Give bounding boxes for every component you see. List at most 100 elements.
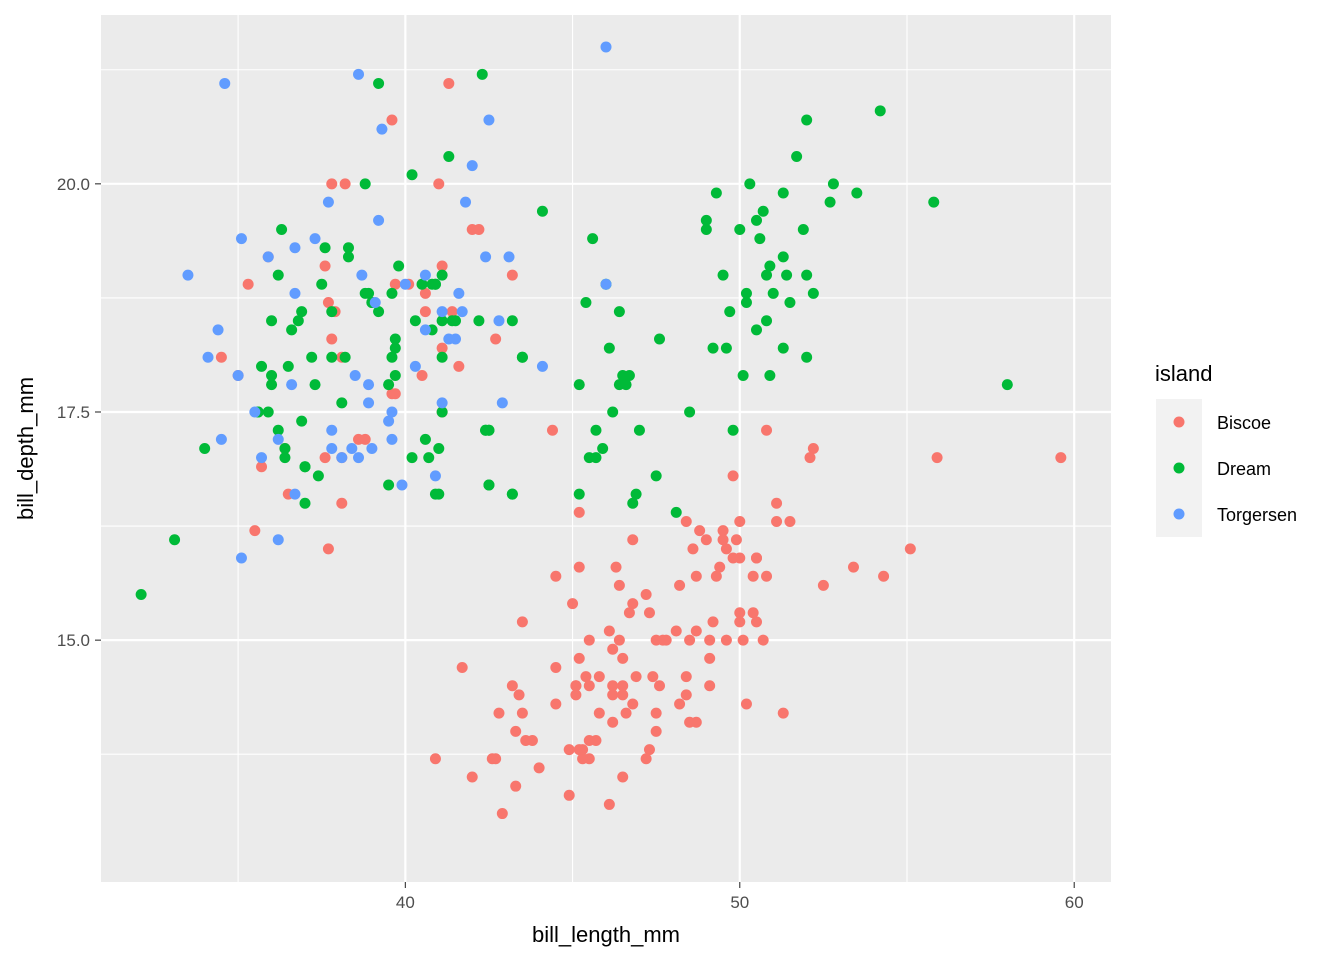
- point-biscoe: [734, 616, 746, 628]
- point-dream: [406, 452, 418, 464]
- point-biscoe: [607, 716, 619, 728]
- point-dream: [393, 260, 405, 272]
- point-biscoe: [777, 707, 789, 719]
- point-torgersen: [363, 379, 375, 391]
- point-biscoe: [878, 570, 890, 582]
- point-biscoe: [546, 424, 558, 436]
- point-dream: [286, 324, 298, 336]
- point-biscoe: [817, 579, 829, 591]
- point-biscoe: [704, 634, 716, 646]
- point-biscoe: [336, 497, 348, 509]
- point-dream: [801, 269, 813, 281]
- legend-marker-dream: [1173, 462, 1185, 474]
- point-dream: [342, 251, 354, 263]
- point-dream: [928, 196, 940, 208]
- point-torgersen: [453, 287, 465, 299]
- point-dream: [299, 461, 311, 473]
- point-biscoe: [687, 543, 699, 555]
- point-biscoe: [690, 625, 702, 637]
- series-dream: [135, 68, 1013, 601]
- point-dream: [135, 589, 147, 601]
- point-dream: [757, 205, 769, 217]
- point-biscoe: [516, 707, 528, 719]
- point-dream: [597, 443, 609, 454]
- legend-label-torgersen: Torgersen: [1217, 505, 1297, 525]
- point-dream: [824, 196, 836, 208]
- point-biscoe: [359, 433, 371, 445]
- point-biscoe: [650, 707, 662, 719]
- point-dream: [266, 379, 278, 391]
- point-dream: [801, 114, 813, 126]
- point-biscoe: [573, 744, 585, 756]
- point-dream: [797, 223, 809, 235]
- point-biscoe: [617, 689, 629, 701]
- point-dream: [266, 315, 278, 327]
- major-gridlines: [101, 15, 1111, 882]
- point-biscoe: [807, 443, 819, 454]
- point-dream: [336, 397, 348, 409]
- point-dream: [256, 360, 268, 372]
- point-dream: [764, 369, 776, 381]
- point-dream: [473, 315, 485, 327]
- point-biscoe: [647, 671, 659, 683]
- point-dream: [272, 424, 284, 436]
- point-torgersen: [399, 278, 411, 290]
- point-biscoe: [804, 452, 816, 464]
- point-biscoe: [436, 260, 448, 272]
- point-biscoe: [727, 470, 739, 482]
- point-dream: [312, 470, 324, 482]
- data-points: [135, 41, 1067, 820]
- point-dream: [777, 342, 789, 354]
- point-torgersen: [419, 324, 431, 336]
- legend-title: island: [1155, 361, 1212, 386]
- point-dream: [717, 269, 729, 281]
- point-dream: [339, 351, 351, 363]
- point-dream: [516, 351, 528, 363]
- point-dream: [279, 452, 291, 464]
- point-biscoe: [684, 716, 696, 728]
- point-biscoe: [904, 543, 916, 555]
- point-biscoe: [617, 680, 629, 692]
- point-dream: [409, 315, 421, 327]
- y-tick-label: 15.0: [57, 631, 90, 650]
- point-dream: [727, 424, 739, 436]
- point-dream: [506, 488, 518, 500]
- point-torgersen: [326, 443, 338, 454]
- point-dream: [326, 306, 338, 318]
- point-biscoe: [456, 662, 468, 674]
- point-dream: [389, 369, 401, 381]
- point-torgersen: [366, 443, 378, 454]
- point-biscoe: [326, 333, 338, 345]
- x-tick-label: 50: [730, 893, 749, 912]
- point-dream: [506, 315, 518, 327]
- point-dream: [316, 278, 328, 290]
- y-axis: 15.0 17.5 20.0: [57, 175, 101, 650]
- point-biscoe: [322, 296, 334, 308]
- point-torgersen: [256, 452, 268, 464]
- point-biscoe: [436, 342, 448, 354]
- series-biscoe: [215, 77, 1067, 820]
- point-dream: [744, 178, 756, 190]
- point-dream: [630, 488, 642, 500]
- point-biscoe: [319, 452, 331, 464]
- point-biscoe: [717, 525, 729, 537]
- point-dream: [292, 315, 304, 327]
- point-torgersen: [336, 452, 348, 464]
- point-biscoe: [326, 178, 338, 190]
- point-biscoe: [570, 680, 582, 692]
- point-biscoe: [607, 643, 619, 655]
- point-dream: [613, 379, 625, 391]
- point-biscoe: [643, 744, 655, 756]
- point-dream: [296, 306, 308, 318]
- point-biscoe: [650, 634, 662, 646]
- point-biscoe: [627, 534, 639, 546]
- point-biscoe: [249, 525, 261, 537]
- x-axis: 40 50 60: [396, 882, 1084, 912]
- point-biscoe: [654, 680, 666, 692]
- point-torgersen: [536, 360, 548, 372]
- legend: island Biscoe Dream Torgersen: [1155, 361, 1297, 537]
- point-dream: [262, 406, 274, 418]
- point-biscoe: [550, 698, 562, 710]
- point-dream: [767, 287, 779, 299]
- point-torgersen: [386, 433, 398, 445]
